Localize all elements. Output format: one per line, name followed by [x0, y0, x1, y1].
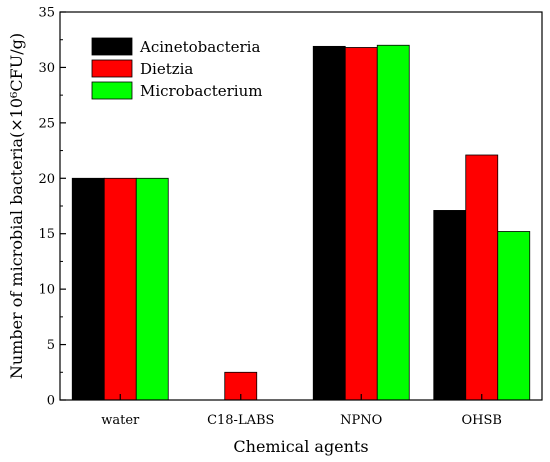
legend-swatch	[91, 81, 133, 100]
bar	[465, 154, 499, 401]
bar	[71, 177, 105, 401]
legend-label: Dietzia	[140, 60, 193, 78]
bar	[135, 177, 169, 401]
x-tick-label: OHSB	[462, 413, 502, 428]
y-tick-label: 15	[38, 227, 55, 242]
bar	[433, 210, 467, 401]
legend-label: Microbacterium	[140, 82, 262, 100]
bars-group	[71, 44, 531, 401]
bar	[344, 47, 378, 401]
x-tick-label: water	[101, 413, 140, 428]
legend-swatch	[91, 37, 133, 56]
bar	[103, 177, 137, 401]
y-tick-label: 30	[38, 61, 55, 76]
y-tick-label: 5	[47, 338, 55, 353]
x-axis-title: Chemical agents	[233, 437, 368, 456]
y-tick-label: 35	[38, 6, 55, 21]
y-axis: 0 5 10 15 20 25 30 35	[38, 6, 66, 409]
y-tick-label: 20	[38, 172, 55, 187]
y-tick-label: 0	[47, 394, 55, 409]
y-tick-label: 25	[38, 116, 55, 131]
legend-swatch	[91, 59, 133, 78]
x-axis: water C18-LABS NPNO OHSB	[101, 394, 502, 428]
y-axis-title: Number of microbial bacteria(×10⁶CFU/g)	[7, 33, 26, 379]
bar	[312, 45, 346, 401]
bar	[497, 231, 531, 401]
x-tick-label: NPNO	[340, 413, 382, 428]
bar	[376, 44, 410, 401]
y-tick-label: 10	[38, 283, 55, 298]
legend: Acinetobacteria Dietzia Microbacterium	[91, 37, 262, 100]
x-tick-label: C18-LABS	[207, 413, 274, 428]
legend-label: Acinetobacteria	[139, 38, 260, 56]
